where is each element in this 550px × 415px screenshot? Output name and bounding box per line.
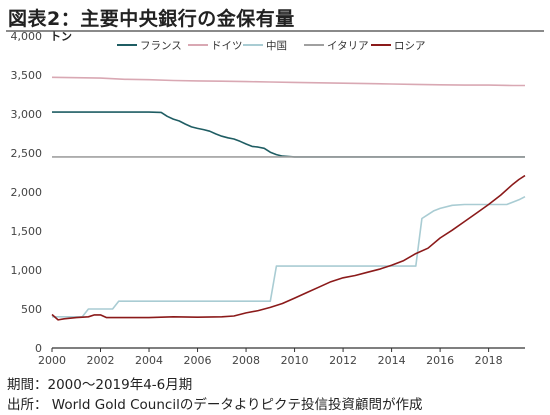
x-tick-label: 2002 [87,354,115,367]
y-tick-label: 2,000 [11,186,43,199]
title-underline [6,30,544,32]
series-line-ドイツ [51,76,525,87]
y-unit-label: トン [50,30,72,43]
series-line-フランス [52,111,525,158]
chart-legend: フランス ドイツ 中国 イタリア ロシア [117,39,426,52]
legend-label: フランス [140,40,182,52]
y-tick-label: 3,500 [11,69,43,82]
y-tick-label: 4,000 [11,30,43,43]
x-tick-label: 2000 [38,354,66,367]
x-tick-label: 2016 [426,354,454,367]
series-line-中国 [52,195,526,318]
legend-label: 中国 [266,39,287,52]
y-tick-label: 1,000 [11,264,43,277]
x-tick-label: 2004 [135,354,163,367]
legend-label: ドイツ [211,40,243,52]
source-note: 出所： World Gold Councilのデータよりピクテ投信投資顧問が作成 [7,397,423,413]
series-line-ロシア [51,174,526,321]
x-tick-label: 2010 [281,354,309,367]
x-tick-label: 2014 [378,354,406,367]
y-tick-label: 3,000 [11,108,43,121]
y-tick-label: 2,500 [11,147,43,160]
x-tick-label: 2012 [329,354,357,367]
gold-holdings-line-chart: 0 500 1,000 1,500 2,000 2,500 3,000 3,500 4,000 ト… [11,30,526,367]
legend-label: ロシア [394,40,426,52]
x-tick-label: 2018 [475,354,503,367]
series-layer [51,76,526,321]
y-tick-label: 500 [21,303,42,316]
x-tick-label: 2006 [184,354,212,367]
y-tick-label: 0 [35,342,42,355]
legend-label: イタリア [327,40,369,52]
period-note: 期間：2000～2019年4-6月期 [7,377,193,393]
chart-title: 図表2：主要中央銀行の金保有量 [8,8,295,30]
chart-axes: 0 500 1,000 1,500 2,000 2,500 3,000 3,500 4,000 ト… [11,30,525,367]
x-tick-label: 2008 [232,354,260,367]
y-tick-label: 1,500 [11,225,43,238]
